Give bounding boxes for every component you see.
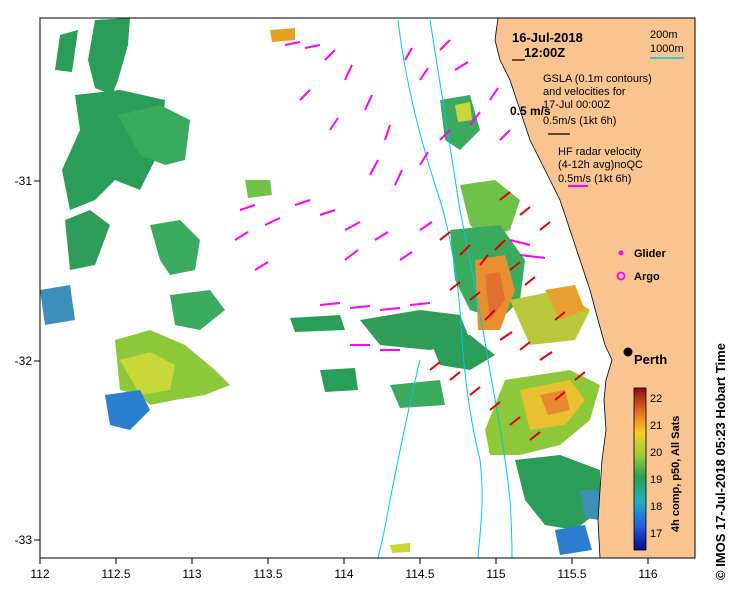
map-date: 16-Jul-2018	[512, 30, 583, 45]
y-tick-label: -32	[15, 354, 33, 368]
bathy-legend-200m: 200m	[650, 29, 678, 41]
gsla-line2: and velocities for	[543, 86, 626, 98]
y-tick-labels: -31 -32 -33	[15, 174, 33, 547]
imos-credit: © IMOS 17-Jul-2018 05:23 Hobart Time	[713, 343, 728, 580]
gsla-line3: 17-Jul 00:00Z	[543, 99, 611, 111]
x-tick-label: 112	[30, 567, 49, 581]
colorbar	[633, 387, 647, 551]
colorbar-tick: 21	[650, 420, 662, 432]
x-tick-label: 114.5	[405, 567, 434, 581]
glider-legend-label: Glider	[634, 248, 667, 260]
plot-frame	[39, 17, 696, 559]
colorbar-tick: 19	[650, 474, 662, 486]
gsla-line1: GSLA (0.1m contours)	[543, 73, 652, 85]
x-tick-label: 116	[638, 567, 657, 581]
x-tick-label: 113	[182, 567, 201, 581]
colorbar-tick: 22	[650, 393, 662, 405]
map-time: 12:00Z	[524, 45, 565, 60]
x-tick-label: 113.5	[253, 567, 282, 581]
radar-vectors	[234, 39, 546, 351]
hf-radar-line3: 0.5m/s (1kt 6h)	[558, 173, 631, 185]
x-tick-label: 115.5	[557, 567, 586, 581]
colorbar-tick: 17	[650, 528, 662, 540]
sst-patches	[40, 18, 600, 555]
argo-marker-icon	[616, 271, 626, 281]
x-tick-label: 112.5	[101, 567, 130, 581]
y-tick-marks	[34, 180, 40, 541]
x-tick-labels: 112 112.5 113 113.5 114 114.5 115 115.5 …	[30, 567, 657, 581]
perth-label: Perth	[634, 352, 667, 367]
colorbar-tick: 18	[650, 501, 662, 513]
colorbar-caption: 4h comp, p50, All Sats	[670, 415, 682, 532]
glider-vectors	[429, 191, 586, 441]
bathy-legend-1000m: 1000m	[650, 43, 684, 55]
x-tick-label: 114	[334, 567, 353, 581]
x-tick-label: 115	[486, 567, 505, 581]
colorbar-tick: 20	[650, 447, 662, 459]
y-tick-label: -31	[15, 174, 33, 188]
glider-marker-icon	[618, 250, 624, 256]
x-tick-marks	[39, 558, 649, 564]
gsla-line4: 0.5m/s (1kt 6h)	[543, 115, 616, 127]
perth-marker-icon	[623, 347, 633, 357]
y-tick-label: -33	[15, 533, 33, 547]
gsla-scale-label: 0.5 m/s	[510, 104, 551, 118]
hf-radar-line2: (4-12h avg)noQC	[558, 159, 643, 171]
colorbar-ticks: 22 21 20 19 18 17	[650, 393, 662, 540]
hf-radar-line1: HF radar velocity	[558, 146, 642, 158]
argo-legend-label: Argo	[634, 271, 660, 283]
